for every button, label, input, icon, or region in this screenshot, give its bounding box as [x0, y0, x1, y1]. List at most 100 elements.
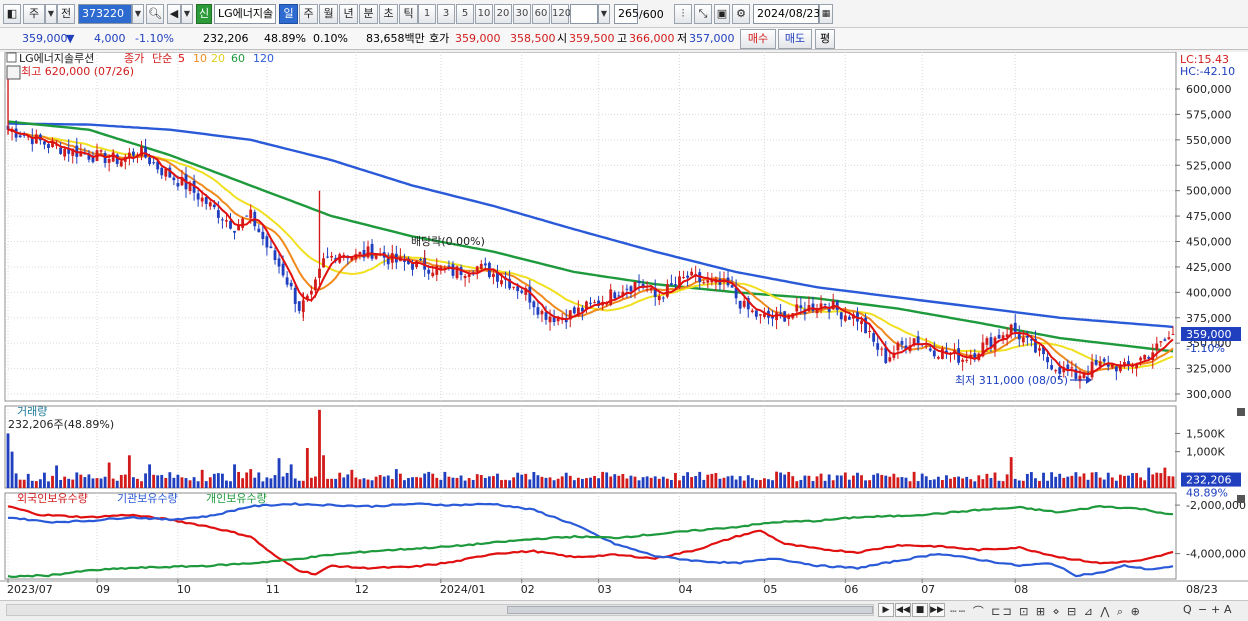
candle-body [431, 272, 435, 277]
volume-bar [342, 477, 346, 488]
volume-bar [945, 475, 948, 488]
candle-body [1082, 374, 1086, 379]
settings-gear-icon[interactable]: ⚙ [732, 4, 750, 24]
volume-bar [374, 476, 378, 488]
volume-bar [455, 477, 459, 488]
save-icon[interactable]: ▣ [714, 4, 730, 24]
volume-bar [665, 478, 669, 488]
code-dropdown-icon[interactable]: ▼ [132, 4, 144, 24]
interval-input[interactable] [570, 4, 598, 24]
type-dropdown-icon[interactable]: ▼ [45, 4, 57, 24]
date-input[interactable]: 2024/08/23 [753, 4, 820, 24]
volume-bar [220, 473, 224, 488]
volume-bar [338, 472, 342, 488]
volume-bar [621, 473, 625, 488]
bar-count-input[interactable]: 265 [614, 4, 639, 24]
period-tab-5[interactable]: 초 [379, 4, 398, 24]
speaker-dropdown-icon[interactable]: ▼ [181, 4, 193, 24]
volume-bar [1159, 473, 1163, 488]
sell-button[interactable]: 매도 [778, 29, 812, 49]
speaker-icon[interactable]: ◀ [167, 4, 181, 24]
volume-bar [965, 476, 969, 488]
interval-tab-5[interactable]: 5 [456, 4, 474, 24]
period-tab-6[interactable]: 틱 [399, 4, 418, 24]
calendar-icon[interactable]: ▦ [819, 4, 833, 24]
volume-bar [6, 433, 10, 488]
interval-tab-1[interactable]: 1 [418, 4, 436, 24]
stop-button[interactable]: ■ [912, 603, 928, 617]
volume-bar [180, 477, 184, 488]
scroll-right-button[interactable]: ▶ [878, 603, 894, 617]
interval-tab-30[interactable]: 30 [513, 4, 531, 24]
interval-tab-3[interactable]: 3 [437, 4, 455, 24]
change-arrow: ▼ [66, 32, 75, 45]
interval-tab-120[interactable]: 120 [551, 4, 571, 24]
volume-bar [123, 474, 127, 488]
scrollbar-thumb[interactable] [507, 606, 873, 614]
candle-body [1001, 335, 1005, 339]
zoom-plus-icon[interactable]: + [1211, 603, 1221, 616]
candle-body [1054, 370, 1058, 372]
stock-code-input[interactable]: 373220 [78, 4, 132, 24]
volume-bar [435, 477, 439, 488]
pane-close-icon [1237, 408, 1245, 416]
candle-body [200, 197, 204, 202]
buy-button[interactable]: 매수 [740, 29, 776, 49]
volume-bar [1135, 473, 1138, 488]
prev-button[interactable]: 전 [57, 4, 75, 24]
pane-menu-icon[interactable] [6, 52, 17, 63]
chart-menu-icon[interactable]: ◧ [3, 4, 21, 24]
chart-scrollbar[interactable] [6, 604, 874, 616]
candle-body [374, 255, 378, 259]
period-tab-1[interactable]: 주 [299, 4, 318, 24]
volume-bar [496, 473, 499, 488]
volume-bar [504, 479, 507, 488]
candle-body [896, 342, 900, 351]
candle-body [216, 210, 220, 218]
volume-bar [589, 477, 592, 488]
volume-bar [87, 474, 91, 488]
volume-bar [1086, 479, 1090, 488]
candle-body [148, 157, 152, 164]
rewind-button[interactable]: ◀◀ [895, 603, 911, 617]
volume-bar [1017, 480, 1021, 488]
interval-tab-10[interactable]: 10 [475, 4, 493, 24]
volume-current-ratio: 48.89% [1186, 487, 1228, 500]
period-tab-2[interactable]: 월 [319, 4, 338, 24]
volume-bar [261, 481, 265, 488]
candle-body [103, 153, 107, 164]
low-price: 357,000 [689, 32, 735, 45]
calendar-pane-icon[interactable] [6, 65, 21, 80]
interval-tab-60[interactable]: 60 [532, 4, 550, 24]
period-tab-3[interactable]: 년 [339, 4, 358, 24]
volume-bar [936, 476, 940, 488]
ma5-line [7, 128, 1174, 376]
type-select[interactable]: 주 [23, 4, 45, 24]
current-price: 359,000 [22, 32, 68, 45]
compare-icon[interactable]: ⤡ [694, 4, 712, 24]
zoom-out-icon[interactable]: Q [1183, 603, 1192, 616]
volume-bar [1090, 472, 1094, 488]
volume-bar [18, 479, 22, 488]
interval-tab-20[interactable]: 20 [494, 4, 512, 24]
volume-bar [10, 451, 14, 488]
interval-dropdown-icon[interactable]: ▼ [598, 4, 610, 24]
volume-bar [633, 476, 637, 488]
candle-body [965, 359, 969, 361]
fast-forward-button[interactable]: ▶▶ [929, 603, 945, 617]
zoom-minus-icon[interactable]: − [1198, 603, 1208, 616]
volume-bar [714, 473, 718, 488]
font-size-icon[interactable]: A [1224, 603, 1232, 616]
search-icon[interactable]: 🔍︎ [146, 4, 164, 24]
period-tab-4[interactable]: 분 [359, 4, 378, 24]
volume-bar [297, 480, 301, 488]
volume-bar [285, 472, 289, 488]
quote-bar [0, 28, 1248, 50]
candle-type-icon[interactable]: ⫶ [674, 4, 692, 24]
volume-bar [160, 474, 164, 488]
drawing-tools-icon[interactable]: ┄┄ ⌒ ⊏⊐ ⊡ ⊞ ⋄ ⊟ ⊿ ⋀ ⌕ ⊕ [950, 605, 1142, 618]
candle-body [127, 152, 131, 158]
period-tab-0[interactable]: 일 [279, 4, 298, 24]
average-button[interactable]: 평 [815, 29, 835, 49]
x-tick-label: 06 [844, 583, 858, 596]
